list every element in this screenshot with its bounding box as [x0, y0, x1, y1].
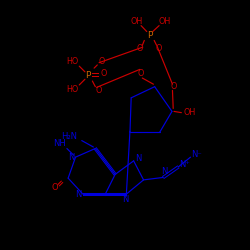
- Text: N: N: [122, 195, 129, 204]
- Text: O: O: [51, 183, 58, 192]
- Text: N⁺: N⁺: [179, 160, 190, 169]
- Text: OH: OH: [183, 108, 196, 117]
- Text: O: O: [156, 44, 162, 53]
- Text: O: O: [170, 82, 176, 91]
- Text: N: N: [161, 168, 168, 176]
- Text: O: O: [98, 58, 105, 66]
- Text: N: N: [68, 153, 74, 162]
- Text: HO: HO: [66, 58, 79, 66]
- Text: HO: HO: [66, 85, 79, 94]
- Text: O: O: [137, 68, 143, 78]
- Text: O: O: [137, 44, 143, 53]
- Text: P: P: [147, 32, 152, 40]
- Text: O: O: [100, 68, 106, 78]
- Text: O: O: [96, 86, 102, 95]
- Text: OH: OH: [130, 17, 142, 26]
- Text: OH: OH: [158, 17, 171, 26]
- Text: N: N: [75, 190, 82, 199]
- Text: P: P: [85, 71, 90, 80]
- Text: N: N: [135, 154, 141, 163]
- Text: N⁻: N⁻: [191, 150, 202, 159]
- Text: H₂N: H₂N: [62, 132, 78, 140]
- Text: NH: NH: [53, 139, 66, 148]
